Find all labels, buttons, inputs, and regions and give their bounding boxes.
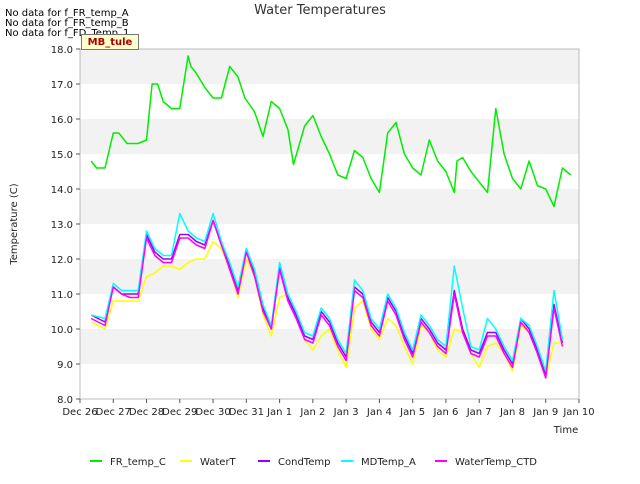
series-line-condtemp [90,219,564,376]
chart-title: Water Temperatures [254,3,386,18]
no-data-message-2: No data for f_FR_temp_B [5,18,129,29]
x-tick-label: Jan 8 [499,407,525,418]
y-tick-label: 17.0 [51,80,73,91]
legend-label-fr-temp-c: FR_temp_C [110,457,166,468]
grid-band [80,259,579,294]
legend-label-mdtemp-a: MDTemp_A [361,457,416,468]
y-tick-label: 8.0 [57,395,73,406]
series-line-fr-temp-c [90,55,572,208]
y-tick-label: 18.0 [51,45,73,56]
no-data-message-3: No data for f_FD_Temp_1 [5,28,130,39]
legend-label-watertemp-ctd: WaterTemp_CTD [455,457,537,468]
x-tick-label: Jan 6 [432,407,458,418]
x-tick-label: Dec 27 [96,407,131,418]
x-tick-label: Dec 31 [229,407,264,418]
x-tick-label: Dec 30 [195,407,230,418]
x-tick-label: Jan 4 [366,407,392,418]
grid-band [80,154,579,189]
grid-band [80,49,579,84]
y-axis-ticks: 8.0 9.0 10.0 11.0 12.0 13.0 14.0 15.0 16.0 17.0 18… [51,45,80,406]
y-tick-label: 14.0 [51,185,73,196]
series-line-watertemp-ctd [90,219,564,379]
grid-band [80,224,579,259]
grid-band [80,189,579,224]
x-tick-label: Jan 7 [466,407,492,418]
grid-band [80,119,579,154]
site-tag: MB_tule [81,34,139,50]
y-tick-label: 11.0 [51,290,73,301]
y-tick-label: 12.0 [51,255,73,266]
x-tick-label: Jan 5 [399,407,425,418]
x-axis-label: Time [553,425,578,436]
series-line-watert [90,240,563,379]
series-lines [90,55,572,379]
x-tick-label: Jan 2 [299,407,325,418]
grid-band [80,364,579,399]
y-tick-label: 15.0 [51,150,73,161]
x-tick-label: Dec 28 [129,407,164,418]
legend: FR_temp_C WaterT CondTemp MDTemp_A WaterTemp… [90,457,537,468]
y-tick-label: 9.0 [57,360,73,371]
grid-band [80,84,579,119]
grid-band [80,329,579,364]
series-line-mdtemp-a [90,212,564,372]
legend-label-watert: WaterT [200,457,237,468]
legend-label-condtemp: CondTemp [278,457,330,468]
y-tick-label: 16.0 [51,115,73,126]
no-data-message-1: No data for f_FR_temp_A [5,8,129,19]
x-tick-label: Jan 3 [333,407,359,418]
x-tick-label: Dec 26 [62,407,97,418]
x-tick-label: Jan 10 [562,407,594,418]
y-tick-label: 13.0 [51,220,73,231]
y-tick-label: 10.0 [51,325,73,336]
y-axis-label: Temperature (C) [9,183,20,265]
x-tick-label: Dec 29 [162,407,197,418]
x-tick-label: Jan 9 [532,407,558,418]
x-tick-label: Jan 1 [266,407,292,418]
